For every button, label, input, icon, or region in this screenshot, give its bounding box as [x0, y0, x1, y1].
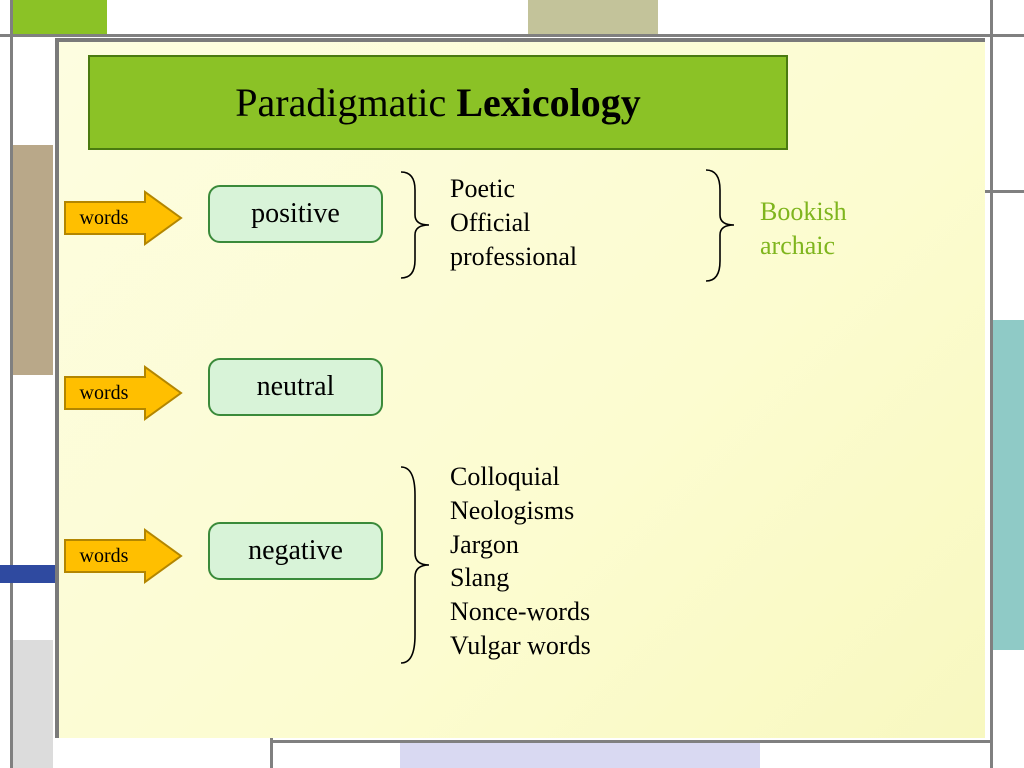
deco-khaki: [528, 0, 658, 34]
list-positive: Poetic Official professional: [450, 172, 577, 273]
list-item: Jargon: [450, 528, 591, 562]
deco-bottom-line: [270, 740, 990, 743]
deco-top-green: [12, 0, 107, 34]
title-part2: Lexicology: [456, 79, 640, 126]
list-bookish: Bookish archaic: [760, 195, 847, 263]
arrow-words-2: words: [63, 365, 183, 421]
list-item: Vulgar words: [450, 629, 591, 663]
pill-negative-label: negative: [248, 535, 343, 567]
brace-positive: [395, 170, 435, 280]
deco-line-top: [0, 34, 1024, 37]
list-item: Official: [450, 206, 577, 240]
deco-lightgrey-left: [13, 640, 53, 768]
pill-neutral: neutral: [208, 358, 383, 416]
deco-tan: [13, 145, 53, 375]
title-banner: Paradigmatic Lexicology: [88, 55, 788, 150]
list-item: professional: [450, 240, 577, 274]
arrow-label-3: words: [63, 528, 145, 584]
list-item: archaic: [760, 229, 847, 263]
arrow-words-3: words: [63, 528, 183, 584]
brace-negative: [395, 465, 435, 665]
pill-positive-label: positive: [251, 198, 340, 230]
pill-negative: negative: [208, 522, 383, 580]
arrow-label-2: words: [63, 365, 145, 421]
deco-blue: [0, 565, 55, 583]
list-item: Bookish: [760, 195, 847, 229]
list-item: Neologisms: [450, 494, 591, 528]
pill-positive: positive: [208, 185, 383, 243]
list-item: Colloquial: [450, 460, 591, 494]
title-part1: Paradigmatic: [235, 79, 446, 126]
list-negative: Colloquial Neologisms Jargon Slang Nonce…: [450, 460, 591, 663]
deco-lavender: [400, 742, 760, 768]
list-item: Poetic: [450, 172, 577, 206]
list-item: Slang: [450, 561, 591, 595]
brace-bookish: [700, 168, 740, 283]
deco-teal: [993, 320, 1024, 650]
arrow-label-1: words: [63, 190, 145, 246]
list-item: Nonce-words: [450, 595, 591, 629]
arrow-words-1: words: [63, 190, 183, 246]
pill-neutral-label: neutral: [257, 371, 335, 403]
